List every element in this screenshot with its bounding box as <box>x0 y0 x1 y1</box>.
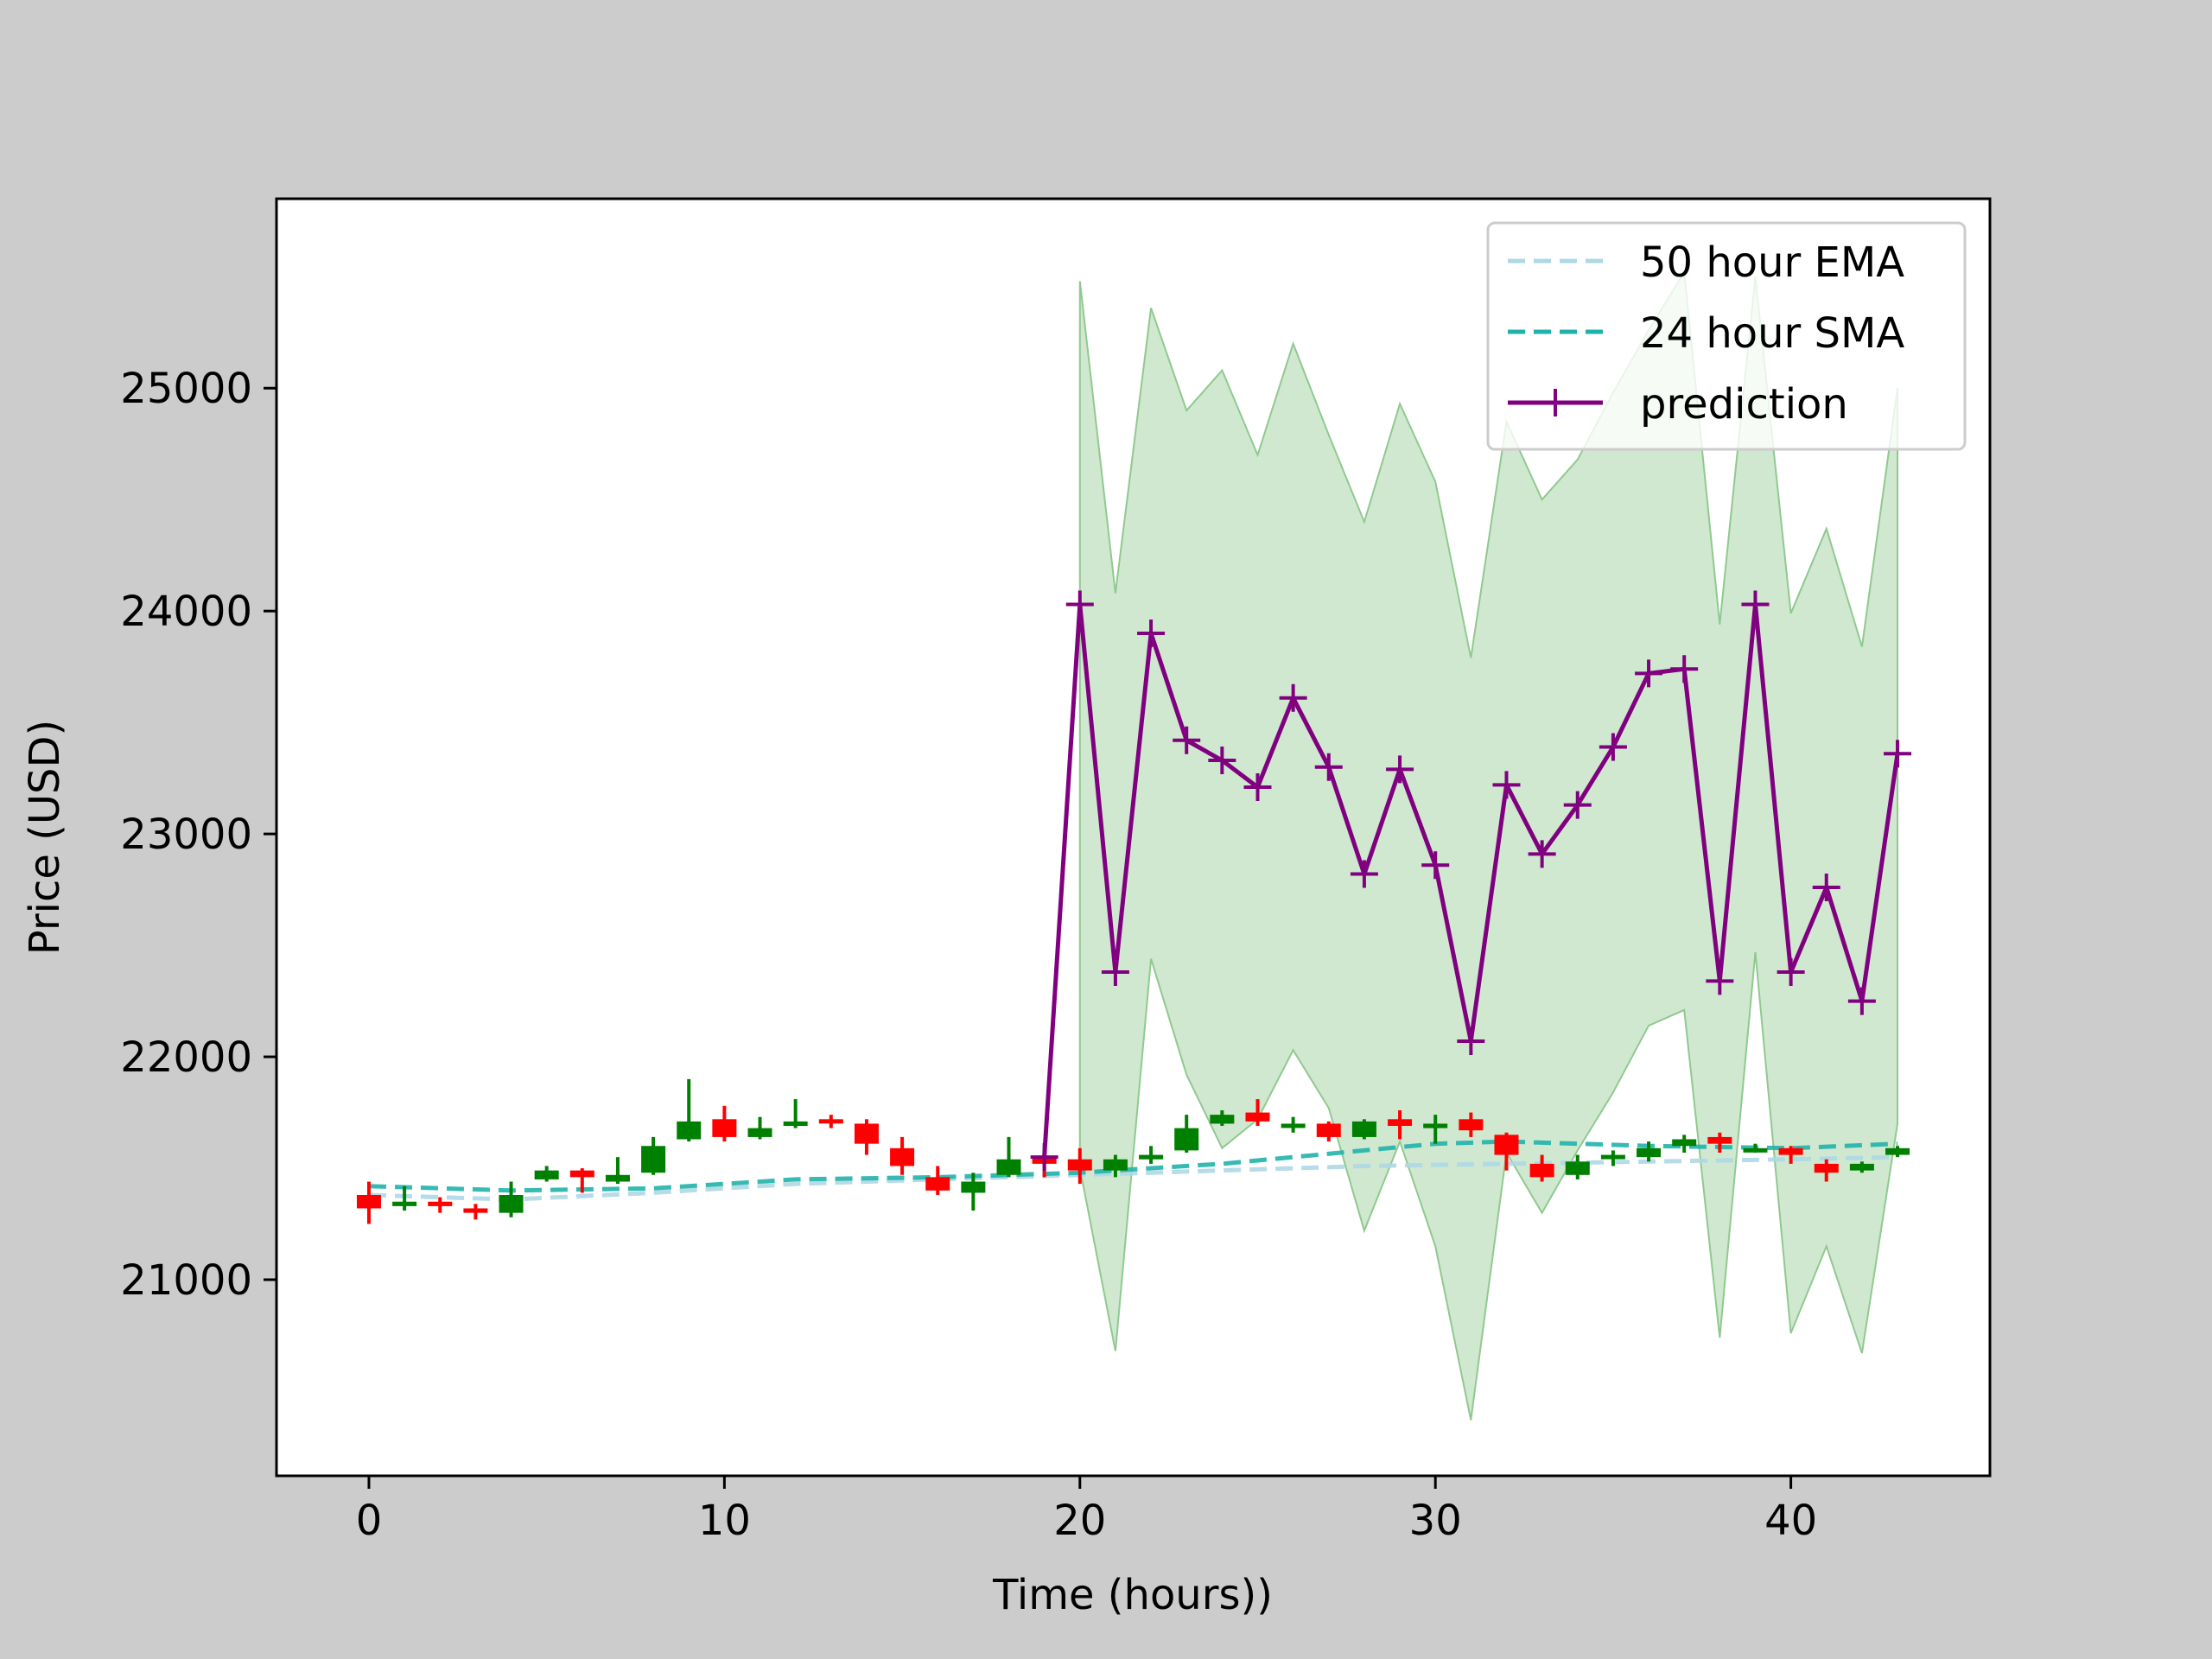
prediction-series <box>1030 590 1912 1172</box>
y-axis-label: Price (USD) <box>21 720 69 955</box>
candle-body <box>854 1123 879 1144</box>
candle-body <box>641 1146 666 1173</box>
candle-body <box>1139 1154 1164 1160</box>
prediction-point <box>1741 590 1770 619</box>
prediction-point <box>1208 747 1236 775</box>
x-axis-label: Time (hours)) <box>992 1571 1273 1619</box>
candle-body <box>1707 1136 1732 1144</box>
candle-body <box>428 1201 453 1206</box>
candle-body <box>1849 1163 1874 1171</box>
prediction-point <box>1421 851 1450 880</box>
legend-prediction-marker <box>1541 389 1569 416</box>
legend-prediction-label: prediction <box>1640 380 1848 429</box>
candle-body <box>925 1177 950 1191</box>
y-tick-label: 22000 <box>120 1033 252 1082</box>
prediction-point <box>1350 860 1378 888</box>
candle-body <box>996 1159 1021 1175</box>
candle-body <box>1067 1159 1092 1171</box>
prediction-point <box>1706 967 1734 995</box>
y-tick-label: 23000 <box>120 810 252 859</box>
candle-body <box>890 1147 915 1166</box>
candle-body <box>1210 1115 1235 1124</box>
candle-body <box>712 1119 737 1137</box>
candle-body <box>1529 1163 1554 1178</box>
prediction-point <box>1599 733 1627 761</box>
prediction-point <box>1492 771 1521 799</box>
legend-frame <box>1486 221 1967 451</box>
candle-body <box>1565 1161 1590 1175</box>
y-tick-label: 25000 <box>120 365 252 413</box>
candle-body <box>1459 1119 1484 1131</box>
candle-body <box>356 1194 381 1209</box>
candle-body <box>1281 1123 1306 1128</box>
candle-body <box>818 1119 843 1124</box>
prediction-point <box>1635 659 1663 688</box>
prediction-point <box>1777 958 1805 987</box>
prediction-point <box>1847 987 1876 1015</box>
candle-body <box>1600 1154 1625 1160</box>
prediction-point <box>1030 1143 1058 1172</box>
x-tick-label: 10 <box>698 1497 751 1545</box>
candle-body <box>499 1194 524 1213</box>
candle-body <box>1637 1147 1662 1158</box>
legend-sma-label: 24 hour SMA <box>1640 309 1904 358</box>
candle-body <box>677 1121 702 1140</box>
x-tick-label: 30 <box>1409 1497 1462 1545</box>
candle-body <box>1494 1135 1519 1155</box>
candle-body <box>1672 1139 1697 1147</box>
x-tick-label: 0 <box>356 1497 383 1545</box>
x-tick-label: 40 <box>1764 1497 1817 1545</box>
x-tick-label: 20 <box>1053 1497 1106 1545</box>
candle-body <box>1423 1123 1448 1128</box>
candle-body <box>783 1121 808 1127</box>
candle-body <box>534 1170 559 1179</box>
prediction-point <box>1812 874 1840 902</box>
candle-body <box>463 1208 488 1213</box>
candle-body <box>605 1174 630 1182</box>
prediction-point <box>1457 1027 1485 1056</box>
candle-body <box>1316 1123 1341 1137</box>
candle-body <box>1174 1128 1199 1151</box>
legend: 50 hour EMA 24 hour SMA prediction <box>1486 221 1967 451</box>
y-tick-label: 24000 <box>120 588 252 636</box>
ema-line <box>368 1154 1898 1202</box>
candle-body <box>1388 1119 1413 1127</box>
prediction-point <box>1314 753 1343 781</box>
candle-body <box>1885 1147 1910 1155</box>
prediction-point <box>1243 772 1272 801</box>
candle-body <box>961 1181 986 1193</box>
prediction-point <box>1101 958 1129 987</box>
prediction-point <box>1528 840 1556 868</box>
prediction-point <box>1884 740 1912 768</box>
y-tick-label: 21000 <box>120 1256 252 1305</box>
candle-body <box>1814 1163 1839 1173</box>
candle-body <box>569 1170 594 1178</box>
candle-body <box>747 1128 772 1137</box>
prediction-point <box>1137 619 1166 647</box>
prediction-point <box>1386 755 1414 784</box>
candle-body <box>392 1201 417 1206</box>
candle-body <box>1351 1121 1376 1137</box>
prediction-point <box>1279 683 1307 712</box>
prediction-point <box>1173 726 1201 754</box>
x-axis-ticks: 0 10 20 30 40 <box>356 1476 1817 1545</box>
prediction-point <box>1670 655 1699 683</box>
legend-ema-label: 50 hour EMA <box>1640 238 1904 287</box>
candle-body <box>1778 1147 1803 1155</box>
candle-body <box>1245 1112 1270 1122</box>
prediction-point <box>1563 791 1592 819</box>
prediction-point <box>1065 590 1094 619</box>
plot-frame <box>275 197 1992 1478</box>
candle-body <box>1743 1147 1768 1153</box>
y-axis-ticks: 21000 22000 23000 24000 25000 <box>120 365 276 1305</box>
candle-body <box>1103 1159 1128 1171</box>
